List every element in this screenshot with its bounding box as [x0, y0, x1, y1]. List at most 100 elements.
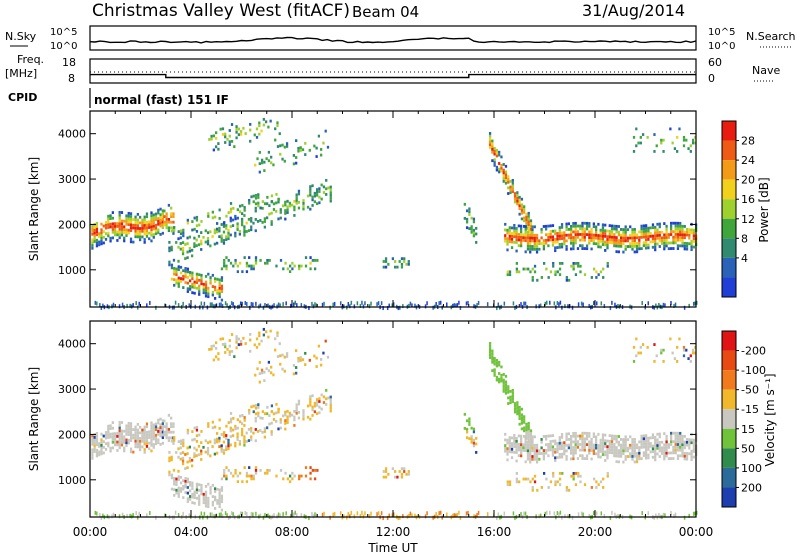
velocity-cell	[527, 427, 530, 431]
power-cell	[163, 209, 166, 213]
power-cell	[432, 305, 434, 310]
velocity-cell	[604, 442, 607, 445]
power-cell	[111, 216, 114, 220]
velocity-cell	[579, 443, 582, 446]
velocity-cell	[526, 454, 530, 458]
velocity-cell	[644, 437, 648, 440]
velocity-cell	[129, 513, 131, 518]
power-cell	[570, 247, 573, 251]
velocity-cell	[186, 428, 189, 432]
velocity-cell	[159, 426, 162, 429]
power-cell	[601, 226, 605, 230]
velocity-cell	[465, 436, 469, 440]
velocity-cell	[285, 352, 289, 355]
power-cell	[683, 236, 686, 240]
velocity-cell	[127, 433, 130, 437]
velocity-cell	[244, 510, 247, 515]
power-cell	[231, 218, 235, 222]
velocity-cell	[393, 512, 395, 517]
velocity-cell	[540, 452, 543, 455]
power-cell	[669, 221, 673, 225]
velocity-cell	[283, 369, 286, 373]
velocity-cell	[649, 436, 652, 440]
power-cell	[136, 224, 139, 228]
velocity-cell	[218, 418, 221, 422]
power-cell	[545, 227, 548, 231]
velocity-cell	[581, 448, 584, 452]
velocity-cell	[297, 356, 300, 360]
velocity-cell	[579, 480, 582, 484]
velocity-cell	[524, 477, 528, 481]
power-cell	[91, 241, 94, 245]
power-cell	[510, 246, 514, 250]
power-cell	[465, 301, 468, 306]
power-cell	[592, 222, 595, 226]
velocity-cell	[225, 445, 228, 449]
freq-label-line1: Freq.	[17, 53, 44, 66]
power-cell	[595, 225, 598, 229]
power-cell	[295, 156, 298, 159]
velocity-cell	[259, 429, 262, 432]
velocity-cell	[527, 424, 530, 428]
power-cell	[468, 213, 471, 216]
power-cell	[565, 222, 568, 226]
velocity-cell	[250, 438, 253, 442]
power-cell	[558, 226, 561, 229]
velocity-cell	[507, 396, 510, 400]
colorbar-tick-label: 12	[741, 213, 755, 226]
velocity-cell	[651, 447, 655, 451]
power-cell	[622, 239, 625, 243]
power-cell	[633, 236, 636, 240]
power-cell	[529, 250, 532, 254]
power-cell	[311, 258, 314, 262]
power-cell	[488, 143, 492, 147]
power-cell	[617, 241, 620, 245]
power-cell	[100, 239, 103, 243]
velocity-cell	[220, 489, 224, 492]
power-cell	[529, 242, 532, 246]
power-cell	[604, 240, 607, 244]
power-cell	[118, 227, 121, 231]
power-cell	[329, 196, 332, 200]
velocity-cell	[588, 446, 591, 449]
velocity-cell	[315, 513, 318, 518]
velocity-cell	[154, 436, 158, 440]
power-cell	[622, 228, 625, 231]
velocity-cell	[238, 442, 241, 446]
power-cell	[527, 220, 530, 224]
velocity-cell	[282, 512, 284, 517]
velocity-cell	[204, 499, 208, 502]
power-cell	[574, 238, 577, 242]
velocity-cell	[313, 477, 317, 481]
velocity-cell	[565, 435, 568, 439]
colorbar-swatch	[722, 257, 736, 278]
velocity-cell	[394, 470, 397, 473]
velocity-cell	[506, 458, 509, 462]
power-cell	[270, 194, 274, 198]
power-cell	[570, 241, 573, 245]
power-cell	[136, 221, 139, 225]
power-cell	[220, 234, 223, 238]
velocity-cell	[320, 407, 323, 411]
velocity-cell	[161, 430, 164, 434]
velocity-cell	[565, 455, 568, 458]
power-cell	[95, 241, 99, 245]
colorbar-swatch	[722, 160, 736, 180]
velocity-cell	[134, 445, 137, 449]
power-cell	[525, 218, 528, 222]
velocity-cell	[225, 474, 228, 478]
velocity-cell	[211, 512, 213, 517]
power-cell	[277, 302, 280, 307]
power-cell	[558, 234, 561, 238]
velocity-cell	[615, 449, 618, 452]
velocity-cell	[118, 446, 121, 450]
power-cell	[626, 228, 630, 232]
power-cell	[177, 265, 180, 269]
velocity-cell	[565, 488, 568, 492]
power-cell	[258, 124, 261, 128]
power-cell	[207, 292, 210, 296]
velocity-cell	[155, 515, 157, 520]
velocity-cell	[472, 430, 476, 434]
velocity-cell	[377, 511, 380, 516]
velocity-cell	[209, 491, 212, 495]
